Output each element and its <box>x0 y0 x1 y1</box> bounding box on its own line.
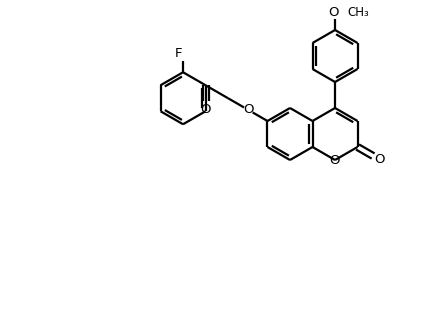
Text: O: O <box>243 104 254 116</box>
Text: F: F <box>174 47 182 60</box>
Text: O: O <box>200 103 211 116</box>
Text: CH₃: CH₃ <box>347 6 369 18</box>
Text: O: O <box>374 153 384 166</box>
Text: O: O <box>329 154 339 167</box>
Text: O: O <box>328 6 338 18</box>
